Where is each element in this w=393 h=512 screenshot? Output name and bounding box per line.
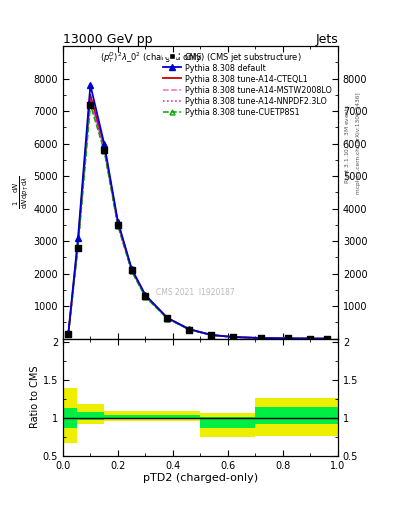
Point [115,221,121,229]
Text: 13000 GeV pp: 13000 GeV pp [63,33,152,46]
Y-axis label: $\frac{1}{\mathrm{d}N}\frac{\mathrm{d}N}{\mathrm{d}p_T\,\mathrm{d}\lambda}$: $\frac{1}{\mathrm{d}N}\frac{\mathrm{d}N}… [11,176,31,209]
Point [164,314,171,323]
Legend: CMS, Pythia 8.308 default, Pythia 8.308 tune-A14-CTEQL1, Pythia 8.308 tune-A14-M: CMS, Pythia 8.308 default, Pythia 8.308 … [160,50,334,119]
Text: CMS 2021  I1920187: CMS 2021 I1920187 [156,288,234,297]
Point [186,326,193,334]
Point [65,330,72,338]
Point [75,244,81,252]
Point [307,334,314,343]
Text: Jets: Jets [315,33,338,46]
Point [324,334,330,343]
Text: Rivet 3.1.10, $\geq$ 3M events: Rivet 3.1.10, $\geq$ 3M events [344,103,351,184]
Point [101,146,107,154]
Y-axis label: Ratio to CMS: Ratio to CMS [30,366,40,429]
X-axis label: pTD2 (charged-only): pTD2 (charged-only) [143,473,258,483]
Point [230,333,237,341]
Point [129,266,135,274]
Text: $(p_T^D)^2\lambda\_0^2$ (charged only) (CMS jet substructure): $(p_T^D)^2\lambda\_0^2$ (charged only) (… [99,51,301,66]
Point [87,100,94,109]
Point [208,331,215,339]
Point [285,334,292,343]
Text: mcplots.cern.ch [arXiv:1306.3436]: mcplots.cern.ch [arXiv:1306.3436] [356,93,361,194]
Point [142,292,149,301]
Point [258,334,264,342]
